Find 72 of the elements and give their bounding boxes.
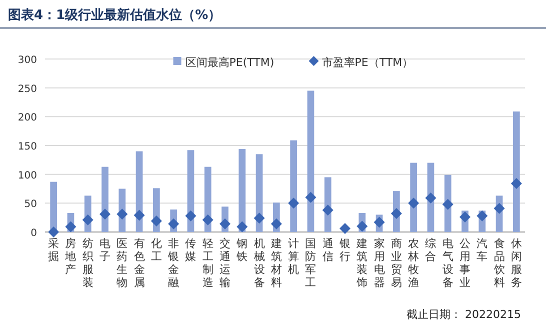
- x-tick-label: 采掘: [48, 237, 60, 263]
- x-tick-label: 传媒: [185, 237, 196, 263]
- x-tick-label: 交通运输: [220, 237, 230, 289]
- x-tick-label: 银行: [338, 237, 350, 263]
- y-tick-label: 250: [18, 84, 37, 95]
- point: [100, 208, 110, 220]
- x-tick-label: 建筑装饰: [356, 237, 368, 289]
- x-tick-label: 通信: [322, 237, 334, 263]
- point: [425, 192, 436, 204]
- point: [442, 198, 454, 210]
- point: [510, 178, 522, 190]
- x-tick-label: 电子: [100, 237, 110, 263]
- point: [116, 208, 128, 220]
- x-tick-label: 商业贸易: [390, 237, 402, 289]
- point: [476, 210, 488, 222]
- y-tick-label: 200: [18, 112, 37, 124]
- point: [340, 223, 350, 234]
- bar: [238, 148, 246, 232]
- x-tick-label: 建筑材料: [270, 237, 282, 289]
- point: [65, 221, 76, 232]
- point: [270, 218, 282, 230]
- point: [288, 198, 300, 209]
- point: [220, 218, 230, 230]
- x-tick-label: 公用事业: [460, 237, 470, 289]
- point: [202, 214, 214, 226]
- point: [254, 212, 265, 224]
- x-tick-label: 机械设备: [254, 237, 265, 289]
- point: [494, 202, 505, 214]
- point: [236, 221, 248, 232]
- x-tick-label: 计算机: [288, 237, 300, 276]
- x-tick-label: 休闲服务: [510, 237, 522, 289]
- y-tick-label: 300: [18, 55, 37, 66]
- point: [134, 210, 145, 221]
- y-tick-label: 100: [18, 170, 37, 182]
- point: [150, 216, 162, 227]
- point: [185, 210, 196, 222]
- point: [390, 208, 402, 220]
- point: [82, 214, 94, 226]
- bar: [50, 182, 57, 232]
- point: [374, 216, 385, 228]
- x-tick-label: 非银金融: [167, 237, 180, 289]
- y-tick-label: 50: [24, 199, 37, 210]
- legend-label: 区间最高PE(TTM): [185, 56, 274, 69]
- point: [48, 226, 60, 238]
- chart-title: 图表4：1级行业最新估值水位（%）: [8, 7, 222, 23]
- x-tick-label: 农林牧渔: [407, 237, 420, 289]
- x-tick-label: 食品饮料: [492, 237, 505, 289]
- x-tick-label: 有色金属: [134, 237, 145, 289]
- point: [356, 220, 368, 232]
- x-tick-label: 房地产: [64, 237, 76, 276]
- text: 截止日期： 20220215: [406, 308, 521, 321]
- x-tick-label: 化工: [150, 237, 162, 263]
- x-tick-label: 国防军工: [305, 237, 316, 289]
- point: [460, 212, 470, 223]
- x-tick-label: 家用电器: [374, 237, 385, 289]
- bar: [513, 111, 520, 232]
- bar: [290, 140, 297, 232]
- x-tick-label: 轻工制造: [202, 237, 214, 289]
- point: [168, 218, 180, 230]
- x-tick-label: 综合: [425, 237, 436, 263]
- point: [322, 204, 334, 216]
- y-tick-label: 0: [30, 228, 37, 239]
- x-tick-label: 钢铁: [236, 237, 248, 263]
- legend-label: 市盈率PE（TTM）: [322, 56, 414, 69]
- x-tick-label: 纺织服装: [82, 237, 94, 289]
- bar: [307, 90, 314, 232]
- x-tick-label: 汽车: [476, 237, 488, 263]
- y-tick-label: 150: [18, 142, 37, 152]
- x-tick-label: 电气设备: [442, 237, 454, 289]
- x-tick-label: 医药生物: [116, 237, 128, 289]
- point: [305, 192, 316, 203]
- point: [408, 198, 420, 209]
